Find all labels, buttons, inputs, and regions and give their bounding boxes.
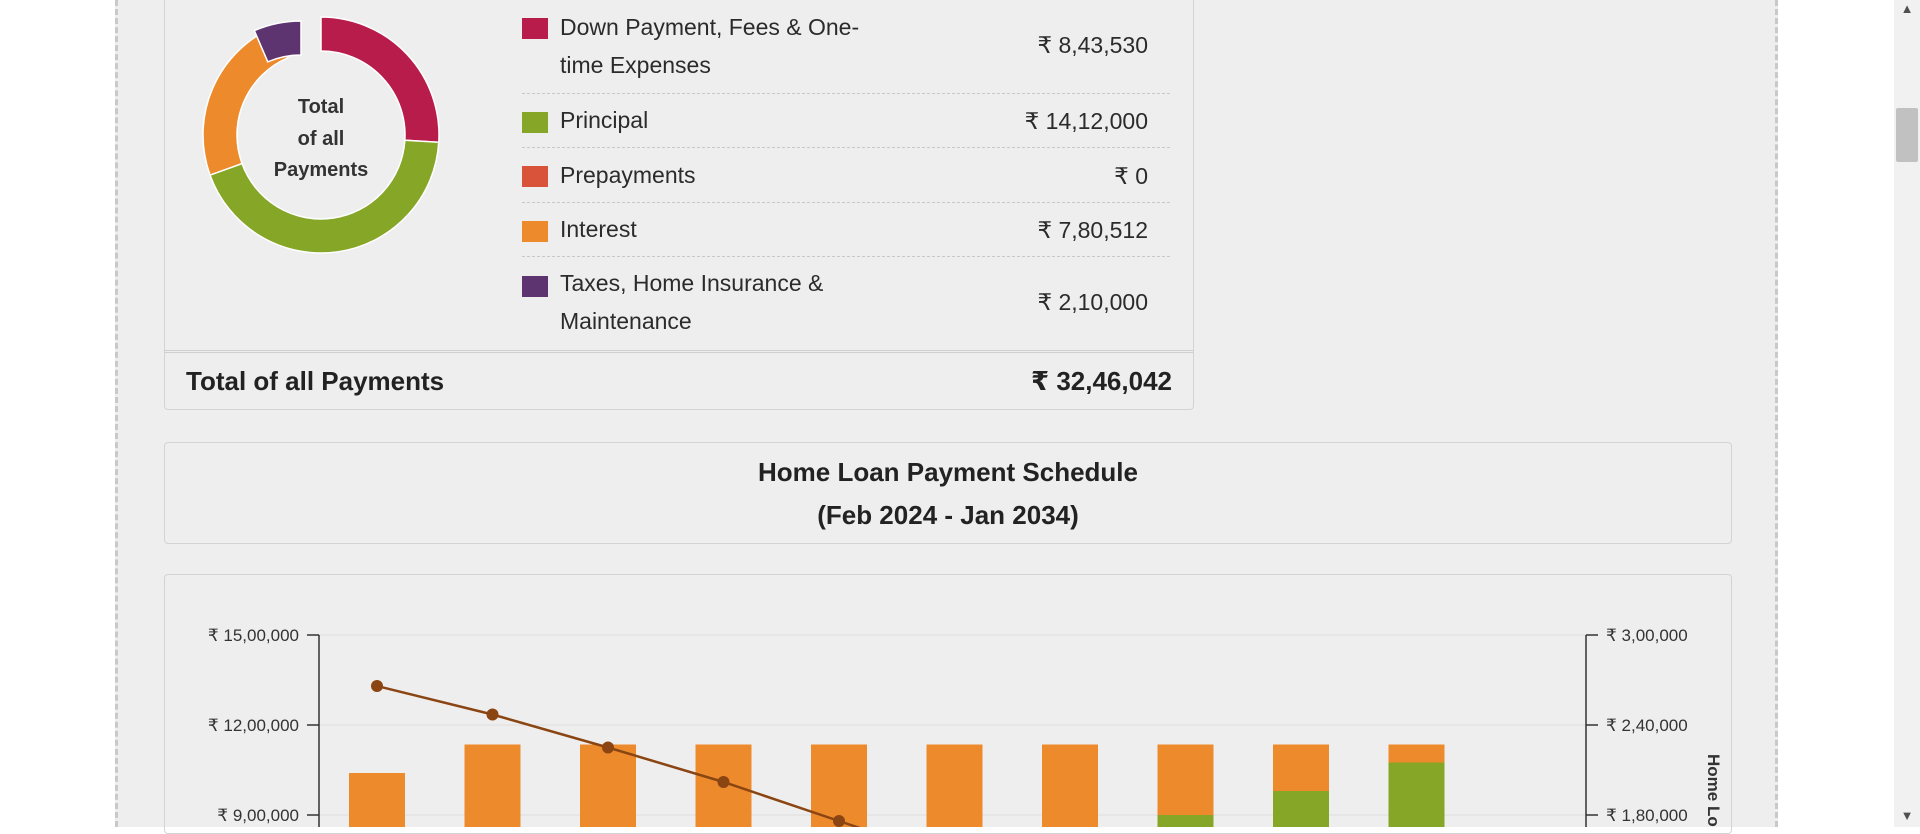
- scroll-up-arrow-icon[interactable]: ▲: [1900, 1, 1914, 16]
- total-payments-row: Total of all Payments ₹ 32,46,042: [164, 350, 1194, 410]
- donut-slice[interactable]: [253, 20, 302, 63]
- legend-row-down-payment: Down Payment, Fees & One- time Expenses …: [522, 0, 1170, 94]
- legend-row-prepayments: Prepayments ₹ 0: [522, 148, 1170, 203]
- right-axis-tick-label: ₹ 2,40,000: [1606, 716, 1688, 735]
- legend-label: Down Payment, Fees & One- time Expenses: [560, 14, 860, 78]
- donut-center-line: Payments: [274, 159, 369, 181]
- legend-row-principal: Principal ₹ 14,12,000: [522, 94, 1170, 148]
- right-axis-tick-label: ₹ 3,00,000: [1606, 626, 1688, 645]
- legend-label: Prepayments: [560, 162, 696, 188]
- left-axis-tick-label: ₹ 12,00,000: [208, 716, 299, 735]
- interest-swatch: [522, 221, 548, 242]
- principal-swatch: [522, 112, 548, 133]
- schedule-title: Home Loan Payment Schedule: [758, 457, 1138, 487]
- legend-value: ₹ 14,12,000: [1024, 108, 1148, 134]
- donut-slice[interactable]: [320, 16, 440, 144]
- taxes-swatch: [522, 276, 548, 297]
- donut-slice[interactable]: [209, 139, 440, 254]
- interest-bar[interactable]: [464, 744, 521, 828]
- scroll-down-arrow-icon[interactable]: ▼: [1900, 808, 1914, 823]
- balance-line: [376, 684, 861, 827]
- interest-bar[interactable]: [811, 744, 867, 828]
- left-axis-tick-label: ₹ 9,00,000: [217, 806, 299, 825]
- prepayments-swatch: [522, 166, 548, 187]
- payment-breakdown-table: Down Payment, Fees & One- time Expenses …: [522, 0, 1170, 350]
- principal-bar[interactable]: [1273, 791, 1329, 827]
- legend-label: Taxes, Home Insurance & Maintenance: [560, 270, 824, 334]
- payment-schedule-chart: ₹ 15,00,000 ₹ 12,00,000 ₹ 9,00,000 ₹ 3,00,0…: [208, 626, 1723, 828]
- right-axis-tick-label: ₹ 1,80,000: [1606, 806, 1688, 825]
- balance-point[interactable]: [371, 680, 383, 692]
- balance-point[interactable]: [717, 776, 730, 788]
- interest-bar[interactable]: [580, 744, 636, 828]
- legend-value: ₹ 2,10,000: [1037, 289, 1148, 315]
- scrollbar-thumb[interactable]: [1896, 108, 1918, 162]
- legend-value: ₹ 7,80,512: [1037, 217, 1148, 243]
- right-axis-label: Home Lo: [1704, 754, 1723, 827]
- legend-value: ₹ 8,43,530: [1037, 32, 1148, 58]
- total-payments-label: Total of all Payments: [186, 366, 445, 396]
- legend-value: ₹ 0: [1114, 163, 1148, 189]
- donut-center-line: of all: [298, 128, 345, 150]
- balance-point[interactable]: [602, 741, 614, 754]
- interest-bar[interactable]: [1042, 744, 1098, 828]
- payment-schedule-header: Home Loan Payment Schedule (Feb 2024 - J…: [164, 442, 1732, 544]
- total-payments-value: ₹ 32,46,042: [1031, 366, 1172, 396]
- balance-point[interactable]: [486, 708, 499, 721]
- interest-bar[interactable]: [349, 773, 405, 827]
- legend-label: Interest: [560, 216, 637, 242]
- donut-center-line: Total: [298, 96, 344, 118]
- interest-bar[interactable]: [1157, 744, 1214, 828]
- payments-donut-chart: Total of all Payments: [202, 16, 440, 254]
- legend-row-interest: Interest ₹ 7,80,512: [522, 203, 1170, 257]
- principal-bar[interactable]: [1388, 762, 1445, 828]
- left-axis-tick-label: ₹ 15,00,000: [208, 626, 299, 645]
- interest-bar[interactable]: [926, 744, 983, 828]
- schedule-date-range: (Feb 2024 - Jan 2034): [817, 500, 1079, 530]
- principal-bar[interactable]: [1157, 815, 1214, 827]
- legend-label: Principal: [560, 107, 649, 133]
- payment-summary-card: [164, 0, 1194, 410]
- down-payment-swatch: [522, 18, 548, 39]
- balance-point[interactable]: [833, 815, 845, 827]
- legend-row-taxes: Taxes, Home Insurance & Maintenance ₹ 2,…: [522, 257, 1170, 350]
